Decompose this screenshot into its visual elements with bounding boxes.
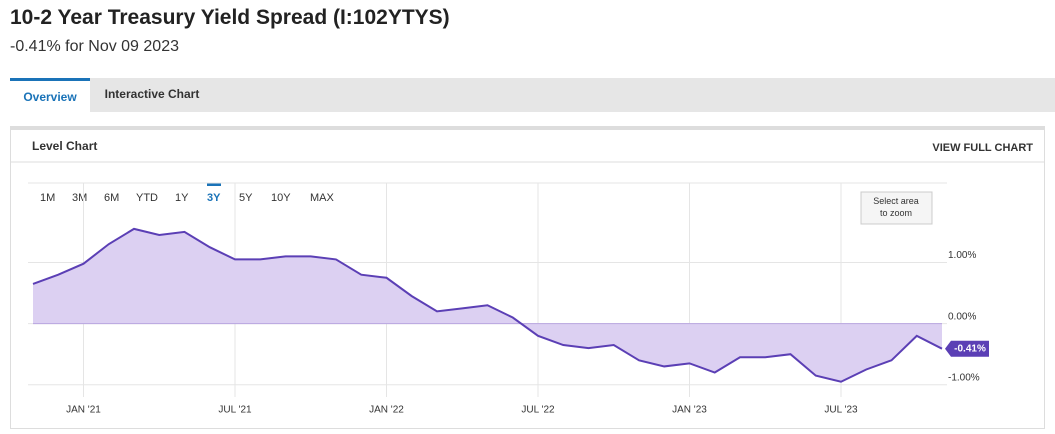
tab[interactable]: Interactive Chart <box>104 87 200 101</box>
range-button[interactable]: MAX <box>310 192 335 204</box>
x-tick-label: JAN '22 <box>369 405 404 416</box>
x-tick-label: JUL '22 <box>521 405 555 416</box>
active-indicator <box>207 183 221 186</box>
y-tick-label: -1.00% <box>948 372 980 383</box>
card-title: Level Chart <box>32 139 97 153</box>
tab-bar: Overview Interactive Chart <box>10 78 1055 112</box>
range-button[interactable]: 1Y <box>175 192 189 204</box>
page-subtitle: -0.41% for Nov 09 2023 <box>10 38 179 55</box>
range-button[interactable]: 1M <box>40 192 55 204</box>
range-button[interactable]: YTD <box>136 192 158 204</box>
zoom-hint-box <box>860 191 933 225</box>
range-button[interactable]: 3Y <box>207 192 221 204</box>
card <box>10 126 1045 429</box>
zoom-hint-line: to zoom <box>880 208 912 218</box>
range-button[interactable]: 6M <box>104 192 119 204</box>
x-tick-label: JAN '21 <box>66 405 101 416</box>
tab[interactable]: Overview <box>10 78 90 112</box>
zoom-hint-line: Select area <box>873 196 919 206</box>
range-button[interactable]: 10Y <box>271 192 291 204</box>
x-tick-label: JUL '23 <box>824 405 858 416</box>
value-label-box <box>945 340 989 357</box>
zoom-hint: Select area to zoom <box>873 196 919 218</box>
range-button[interactable]: 5Y <box>239 192 253 204</box>
range-button[interactable]: 3M <box>72 192 87 204</box>
x-tick-label: JAN '23 <box>672 405 707 416</box>
y-tick-label: 0.00% <box>948 311 976 322</box>
x-tick-label: JUL '21 <box>218 405 252 416</box>
page-title: 10-2 Year Treasury Yield Spread (I:102YT… <box>10 6 450 29</box>
view-full-chart[interactable]: VIEW FULL CHART <box>932 142 1033 154</box>
line <box>32 227 943 383</box>
y-tick-label: 1.00% <box>948 250 976 261</box>
value-label: -0.41% <box>954 343 986 354</box>
